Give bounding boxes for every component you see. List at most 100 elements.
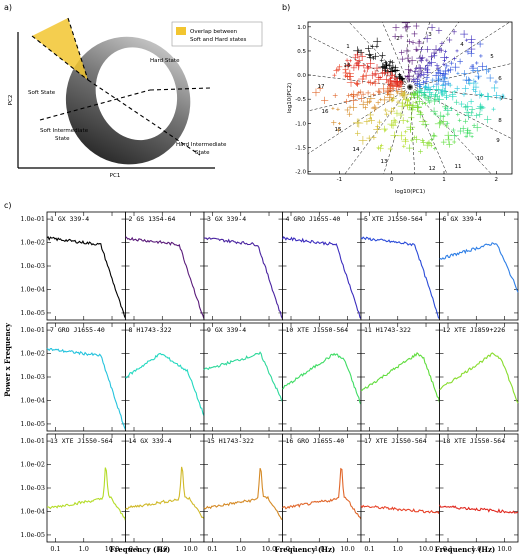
psd-panel-title: 10 XTE J1550-564 <box>286 326 349 334</box>
scatter-point <box>467 77 472 82</box>
scatter-point <box>420 71 427 78</box>
zone-label: 8 <box>498 118 502 124</box>
scatter-point <box>491 107 496 112</box>
overlap-wedge <box>32 18 88 80</box>
x-tick-label: 0.1 <box>364 545 374 553</box>
scatter-point <box>403 96 409 103</box>
scatter-point <box>464 134 468 139</box>
x-tick-label: 0 <box>390 177 394 183</box>
zone-boundary-line <box>409 22 511 88</box>
scatter-point <box>408 101 418 110</box>
scatter-point <box>361 63 367 68</box>
ylabel-row1: Power x Frequency <box>3 322 12 397</box>
scatter-point <box>360 91 366 97</box>
scatter-point <box>418 117 428 126</box>
scatter-point <box>392 24 400 32</box>
scatter-point <box>443 49 448 54</box>
scatter-point <box>342 69 350 77</box>
x-tick-label: 1.0 <box>471 545 481 553</box>
scatter-point <box>473 89 478 94</box>
zone-label: 7 <box>500 96 504 102</box>
psd-panel-title: 17 XTE J1550-564 <box>364 437 427 445</box>
psd-panel-title: 18 XTE J1550-564 <box>443 437 506 445</box>
scatter-point <box>407 60 411 64</box>
scatter-point <box>446 37 453 43</box>
psd-panel: 1.0e-01 1.0e-02 1.0e-03 1.0e-04 1.0e-05 1 GX … <box>20 211 127 321</box>
zone-label: 1 <box>346 44 350 50</box>
panel-a: a) PC2 PC1 Overlap between Soft and Hard… <box>4 3 263 179</box>
psd-series-line <box>282 352 362 405</box>
scatter-point <box>468 50 475 57</box>
scatter-point <box>471 87 476 92</box>
scatter-point <box>375 74 382 81</box>
scatter-point <box>423 94 429 101</box>
scatter-point <box>337 122 341 126</box>
scatter-point <box>375 88 382 95</box>
zone-label: 10 <box>477 156 484 162</box>
scatter-point <box>417 39 422 44</box>
scatter-point <box>359 100 368 109</box>
scatter-point <box>356 62 362 69</box>
psd-panel-title: 15 H1743-322 <box>207 437 254 445</box>
scatter-point <box>467 45 476 53</box>
label-soft-intermediate-line2: State <box>55 136 70 142</box>
scatter-point <box>392 33 398 40</box>
scatter-point <box>342 66 348 73</box>
panel-b-plot-area <box>307 21 513 175</box>
panel-b-label: b) <box>282 3 290 12</box>
scatter-point <box>490 84 499 92</box>
scatter-point <box>406 125 414 133</box>
scatter-point <box>337 64 343 70</box>
scatter-point <box>483 115 492 124</box>
psd-panel: 0.1 1.0 10.0 18 XTE J1550-564 <box>439 433 519 553</box>
psd-series-line <box>46 235 127 319</box>
scatter-point <box>406 98 411 103</box>
scatter-point <box>431 133 437 138</box>
scatter-point <box>332 93 338 98</box>
psd-panel: 0.1 1.0 10.0 17 XTE J1550-564 <box>360 433 440 553</box>
scatter-point <box>383 76 391 83</box>
scatter-point <box>399 56 406 62</box>
scatter-point <box>416 110 420 114</box>
scatter-point <box>446 141 453 148</box>
scatter-point <box>350 103 358 111</box>
scatter-point <box>433 146 437 151</box>
psd-panel-title: 16 GRO J1655-40 <box>286 437 345 445</box>
scatter-point <box>398 49 405 56</box>
scatter-point <box>456 71 460 75</box>
psd-series-line <box>360 504 440 515</box>
scatter-point <box>451 127 456 133</box>
scatter-point <box>424 46 431 53</box>
scatter-point <box>390 64 396 70</box>
scatter-point <box>373 72 378 77</box>
scatter-point <box>424 75 430 81</box>
scatter-point <box>469 106 476 113</box>
scatter-point <box>377 119 382 125</box>
scatter-point <box>473 112 480 119</box>
scatter-point <box>464 38 468 42</box>
scatter-point <box>436 69 445 78</box>
scatter-point <box>396 100 401 105</box>
scatter-point <box>440 139 447 146</box>
scatter-point <box>440 87 448 95</box>
scatter-point <box>441 74 448 81</box>
scatter-point <box>404 55 412 62</box>
scatter-point <box>469 64 475 69</box>
scatter-point <box>430 96 439 106</box>
scatter-point <box>356 48 361 54</box>
scatter-point <box>430 77 436 83</box>
zone-boundary-line <box>344 86 411 174</box>
scatter-point <box>462 118 469 124</box>
label-soft-intermediate-line1: Soft Intermediate <box>40 128 89 134</box>
scatter-point <box>475 90 485 99</box>
scatter-point <box>492 91 501 100</box>
scatter-point <box>413 135 421 143</box>
zone-boundary-line <box>409 86 512 100</box>
zone-label: 16 <box>322 109 329 115</box>
label-hard-state: Hard State <box>150 58 180 64</box>
scatter-point <box>398 99 407 107</box>
scatter-point <box>366 79 372 85</box>
scatter-point <box>439 41 445 46</box>
scatter-point <box>403 47 411 55</box>
